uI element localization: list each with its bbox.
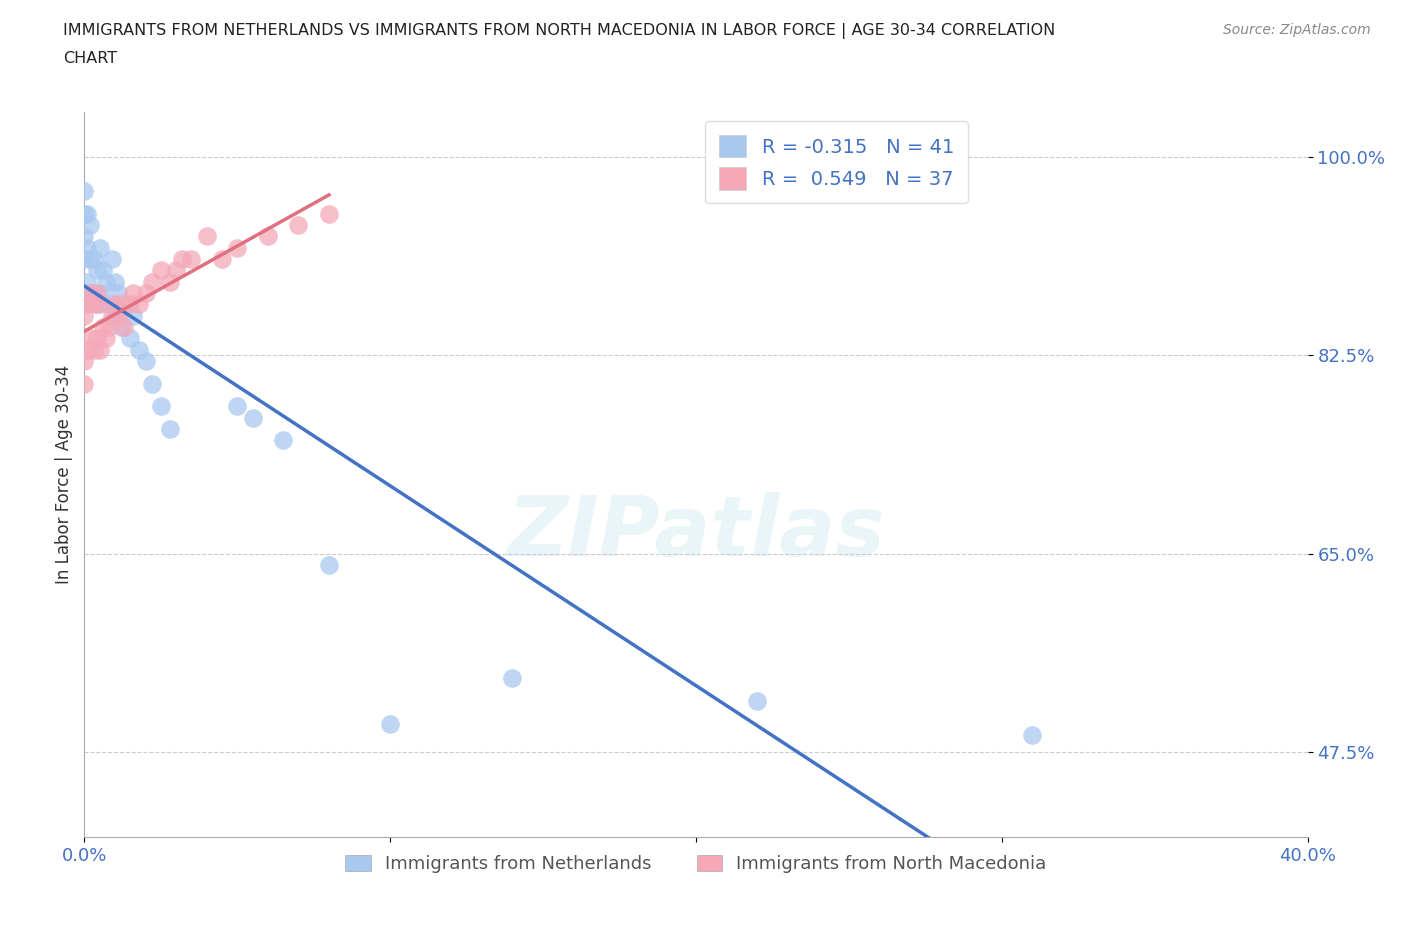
Point: [110, 297, 132, 312]
Point: [79, 331, 101, 346]
Point: [226, 240, 249, 255]
Point: [91, 320, 114, 335]
Point: [1021, 727, 1043, 742]
Point: [122, 308, 145, 323]
Point: [89, 297, 111, 312]
Point: [101, 251, 124, 266]
Point: [76, 297, 98, 312]
Point: [120, 297, 142, 312]
Point: [89, 286, 111, 300]
Point: [128, 342, 150, 357]
Point: [242, 410, 264, 425]
Point: [141, 274, 163, 289]
Point: [104, 297, 127, 312]
Text: IMMIGRANTS FROM NETHERLANDS VS IMMIGRANTS FROM NORTH MACEDONIA IN LABOR FORCE | : IMMIGRANTS FROM NETHERLANDS VS IMMIGRANT…: [63, 23, 1056, 39]
Y-axis label: In Labor Force | Age 30-34: In Labor Force | Age 30-34: [55, 365, 73, 584]
Point: [73, 251, 96, 266]
Point: [747, 694, 769, 709]
Point: [172, 251, 194, 266]
Point: [122, 286, 145, 300]
Point: [165, 263, 187, 278]
Point: [79, 218, 101, 232]
Point: [76, 206, 98, 221]
Point: [257, 229, 280, 244]
Point: [86, 263, 108, 278]
Text: ZIPatlas: ZIPatlas: [508, 492, 884, 573]
Point: [91, 263, 114, 278]
Point: [135, 353, 157, 368]
Point: [79, 251, 101, 266]
Point: [73, 353, 96, 368]
Point: [120, 331, 142, 346]
Point: [79, 286, 101, 300]
Point: [73, 229, 96, 244]
Point: [76, 240, 98, 255]
Point: [97, 297, 120, 312]
Point: [83, 251, 105, 266]
Point: [107, 308, 129, 323]
Point: [101, 308, 124, 323]
Point: [83, 286, 105, 300]
Point: [73, 376, 96, 391]
Point: [79, 286, 101, 300]
Point: [94, 331, 117, 346]
Point: [318, 557, 340, 572]
Point: [104, 308, 127, 323]
Point: [135, 286, 157, 300]
Point: [128, 297, 150, 312]
Point: [502, 671, 524, 685]
Point: [83, 297, 105, 312]
Point: [180, 251, 202, 266]
Text: CHART: CHART: [63, 51, 117, 66]
Point: [83, 342, 105, 357]
Text: Source: ZipAtlas.com: Source: ZipAtlas.com: [1223, 23, 1371, 37]
Point: [97, 320, 120, 335]
Point: [141, 376, 163, 391]
Point: [159, 274, 181, 289]
Point: [112, 320, 135, 335]
Point: [195, 229, 218, 244]
Point: [76, 297, 98, 312]
Point: [149, 263, 172, 278]
Point: [211, 251, 233, 266]
Point: [73, 183, 96, 198]
Point: [86, 331, 108, 346]
Point: [107, 286, 129, 300]
Point: [271, 432, 294, 447]
Point: [110, 320, 132, 335]
Point: [73, 206, 96, 221]
Point: [159, 421, 181, 436]
Point: [86, 297, 108, 312]
Legend: Immigrants from Netherlands, Immigrants from North Macedonia: Immigrants from Netherlands, Immigrants …: [336, 846, 1056, 883]
Point: [104, 274, 127, 289]
Point: [94, 274, 117, 289]
Point: [287, 218, 309, 232]
Point: [73, 286, 96, 300]
Point: [73, 308, 96, 323]
Point: [89, 240, 111, 255]
Point: [318, 206, 340, 221]
Point: [380, 716, 402, 731]
Point: [226, 399, 249, 414]
Point: [149, 399, 172, 414]
Point: [76, 274, 98, 289]
Point: [89, 342, 111, 357]
Point: [76, 342, 98, 357]
Point: [86, 286, 108, 300]
